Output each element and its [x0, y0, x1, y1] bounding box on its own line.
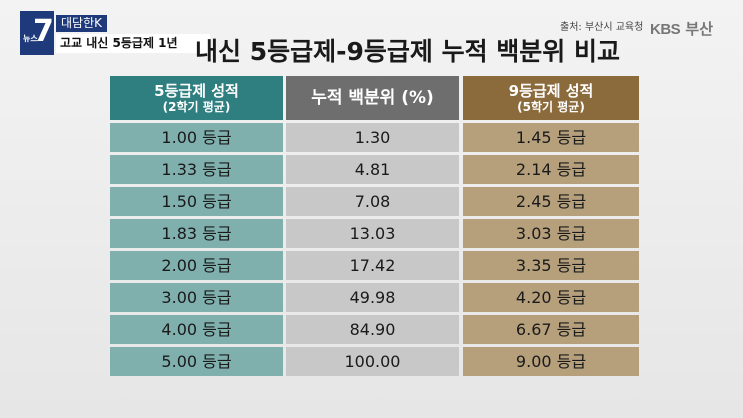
- logo-region: 부산: [685, 20, 714, 38]
- table-cell: 4.00 등급: [110, 315, 283, 344]
- table-cell: 1.45 등급: [463, 123, 639, 152]
- table-cell: 2.45 등급: [463, 187, 639, 216]
- column-header-title: 5등급제 성적: [154, 81, 239, 100]
- column-header-title: 9등급제 성적: [508, 81, 594, 100]
- column-header-subtitle: (2학기 평균): [162, 99, 231, 114]
- table-cell: 3.35 등급: [463, 251, 639, 280]
- source-text: 출처: 부산시 교육청: [560, 22, 644, 33]
- column-header-title: 누적 백분위 (%): [311, 88, 434, 108]
- table-cell: 1.00 등급: [110, 123, 283, 152]
- table-cell: 4.20 등급: [463, 283, 639, 312]
- channel-number-prefix: 뉴스: [23, 34, 38, 43]
- table-cell: 1.30: [286, 123, 459, 152]
- table-cell: 2.14 등급: [463, 155, 639, 184]
- table-cell: 49.98: [286, 283, 459, 312]
- table-cell: 4.81: [286, 155, 459, 184]
- channel-number: 7: [33, 14, 54, 49]
- table-cell: 6.67 등급: [463, 315, 639, 344]
- table-cell: 3.00 등급: [110, 283, 283, 312]
- column-5-grade: 5등급제 성적 (2학기 평균) 1.00 등급 1.33 등급 1.50 등급…: [110, 76, 283, 376]
- column-header: 누적 백분위 (%): [286, 76, 459, 120]
- broadcaster-logo: KBS 부산: [650, 18, 713, 39]
- table-cell: 7.08: [286, 187, 459, 216]
- column-header: 5등급제 성적 (2학기 평균): [110, 76, 283, 120]
- column-cumulative-percentile: 누적 백분위 (%) 1.30 4.81 7.08 13.03 17.42 49…: [286, 76, 459, 376]
- table-cell: 13.03: [286, 219, 459, 248]
- channel-number-badge: 뉴스 7: [20, 11, 54, 55]
- table-cell: 2.00 등급: [110, 251, 283, 280]
- program-tag: 대담한K: [56, 15, 107, 32]
- table-cell: 100.00: [286, 347, 459, 376]
- table-cell: 5.00 등급: [110, 347, 283, 376]
- table-cell: 84.90: [286, 315, 459, 344]
- table-cell: 1.50 등급: [110, 187, 283, 216]
- table-cell: 9.00 등급: [463, 347, 639, 376]
- logo-brand: KBS: [650, 21, 681, 38]
- news-caption: 고교 내신 5등급제 1년: [56, 34, 210, 53]
- page-title: 내신 5등급제-9등급제 누적 백분위 비교: [195, 37, 620, 66]
- table-cell: 1.33 등급: [110, 155, 283, 184]
- table-cell: 1.83 등급: [110, 219, 283, 248]
- column-header: 9등급제 성적 (5학기 평균): [463, 76, 639, 120]
- column-9-grade: 9등급제 성적 (5학기 평균) 1.45 등급 2.14 등급 2.45 등급…: [463, 76, 639, 376]
- table-cell: 3.03 등급: [463, 219, 639, 248]
- table-cell: 17.42: [286, 251, 459, 280]
- column-header-subtitle: (5학기 평균): [517, 99, 585, 114]
